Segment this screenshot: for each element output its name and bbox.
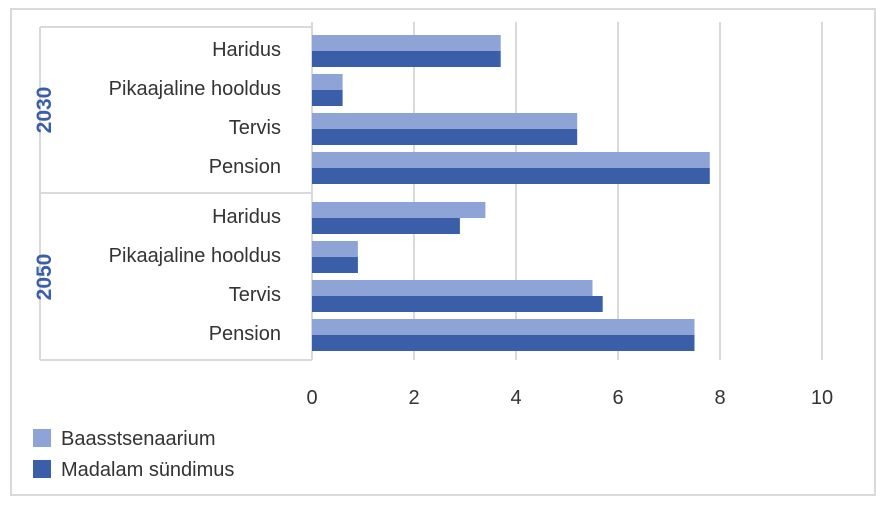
bar — [312, 90, 343, 106]
x-tick-label: 4 — [510, 387, 521, 409]
x-tick-label: 8 — [714, 387, 725, 409]
category-label: Pikaajaline hooldus — [109, 245, 281, 267]
category-label: Pikaajaline hooldus — [109, 78, 281, 100]
bar — [312, 113, 578, 129]
bar — [312, 168, 710, 184]
bar — [312, 35, 501, 51]
x-tick-label: 6 — [612, 387, 623, 409]
legend-label: Baasstsenaarium — [61, 428, 216, 450]
bar — [312, 241, 358, 257]
category-label: Haridus — [212, 39, 281, 61]
category-label: Haridus — [212, 206, 281, 228]
category-label: Tervis — [229, 117, 281, 139]
chart-frame — [10, 8, 876, 496]
bar — [312, 296, 603, 312]
x-tick-label: 0 — [306, 387, 317, 409]
bar — [312, 152, 710, 168]
legend-swatch — [33, 460, 51, 478]
legend-swatch — [33, 429, 51, 447]
bar — [312, 51, 501, 67]
category-label: Pension — [209, 156, 281, 178]
category-label: Pension — [209, 323, 281, 345]
category-label: Tervis — [229, 284, 281, 306]
group-label: 2030 — [33, 87, 56, 134]
bar — [312, 319, 695, 335]
x-tick-label: 2 — [408, 387, 419, 409]
bar — [312, 335, 695, 351]
bar — [312, 257, 358, 273]
legend-label: Madalam sündimus — [61, 459, 234, 481]
bar — [312, 74, 343, 90]
x-tick-label: 10 — [811, 387, 833, 409]
bar — [312, 129, 578, 145]
bar — [312, 218, 460, 234]
bar — [312, 280, 593, 296]
group-label: 2050 — [33, 254, 56, 301]
bar — [312, 202, 486, 218]
